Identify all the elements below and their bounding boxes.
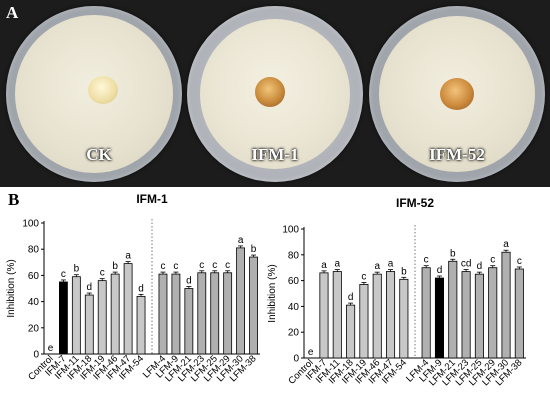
dish-label-ifm-52: IFM-52 [429,145,485,164]
chart1-significance-letter: c [199,260,204,271]
chart1-significance-letter: d [186,276,192,287]
chart2-bar-lfm-30 [501,251,511,359]
chart1-y-tick-label: 0 [33,350,39,361]
chart2-bar-ifm-54 [399,278,409,359]
chart1-bar-lfm-21 [184,288,194,355]
chart2-bar-ifm-47 [386,271,396,359]
chart2-bar-ifm-46 [372,273,382,359]
chart1-significance-letter: c [173,261,178,272]
chart1-bar-ifm-19 [97,280,107,355]
chart2-y-tick-label: 40 [288,302,300,313]
chart1-bar-ifm-46 [110,273,120,355]
chart1-y-tick-label: 40 [28,297,40,308]
dish-label-ifm-1: IFM-1 [251,145,299,164]
chart2-bar-lfm-29 [488,267,498,359]
chart1-bar-lfm-30 [236,247,246,355]
chart2-significance-letter: a [374,261,380,272]
chart2-bar-ifm-19 [359,284,369,359]
chart2-significance-letter: b [401,266,407,277]
chart2-significance-letter: c [490,255,495,266]
fungal-plug-ck [87,76,118,105]
chart2-significance-letter: a [503,239,509,250]
chart2-significance-letter: e [308,347,314,358]
chart1-title: IFM-1 [136,192,168,206]
chart2-bar-ifm-18 [346,304,356,359]
chart2-y-tick-label: 20 [288,328,300,339]
chart1-significance-letter: d [138,283,144,294]
chart1-bar-lfm-38 [249,256,258,355]
chart1-y-tick-label: 100 [22,219,39,230]
chart2-significance-letter: b [450,248,456,259]
chart2-significance-letter: d [477,261,483,272]
chart2-significance-letter: c [424,255,429,266]
panel-b-letter: B [8,190,20,209]
chart1-significance-letter: a [125,251,131,262]
chart2-significance-letter: d [348,292,354,303]
chart1-significance-letter: a [238,235,244,246]
chart1-significance-letter: b [74,264,80,275]
chart1-bar-lfm-4 [158,273,168,355]
fungal-plug-ifm-1 [254,77,285,108]
chart1-y-tick-label: 20 [28,323,40,334]
chart2-significance-letter: cd [461,259,472,270]
chart1-bar-lfm-25 [210,272,220,355]
chart1-bar-lfm-29 [223,272,233,355]
chart1-bar-ifm-11 [71,276,81,355]
chart1-significance-letter: c [212,260,217,271]
chart1-significance-letter: c [100,268,105,279]
chart2-bar-lfm-4 [421,267,431,359]
chart2-bar-ifm-11 [332,271,342,359]
chart2-bar-ifm-7 [319,272,329,359]
chart2-significance-letter: d [437,265,443,276]
chart2-significance-letter: a [321,260,327,271]
chart1-significance-letter: c [61,269,66,280]
panel-a-letter: A [6,3,19,22]
chart2-bar-lfm-23 [461,271,471,359]
chart1-significance-letter: b [112,261,118,272]
chart1-significance-letter: e [48,343,54,354]
chart2-significance-letter: c [361,271,366,282]
chart1-bar-ifm-7 [58,281,68,355]
chart1-y-tick-label: 80 [28,245,40,256]
chart1-significance-letter: c [225,260,230,271]
chart1-bar-lfm-23 [197,272,207,355]
chart2-bar-lfm-25 [474,273,484,359]
chart2-significance-letter: a [335,259,341,270]
chart1-y-tick-label: 60 [28,271,40,282]
petri-dish-ck [6,6,182,182]
chart2-y-tick-label: 100 [282,225,299,236]
chart1-significance-letter: b [251,244,257,255]
dish-label-ck: CK [86,145,112,164]
petri-dish-ifm-1 [187,6,363,182]
chart2-y-tick-label: 80 [288,250,300,261]
chart2-significance-letter: a [388,259,394,270]
chart1-bar-ifm-18 [84,294,94,355]
chart2-bar-lfm-9 [434,277,444,359]
chart2-y-tick-label: 60 [288,276,300,287]
chart2-bar-lfm-38 [514,268,524,359]
chart2-y-tick-label: 0 [293,354,299,365]
chart1-y-axis-label: Inhibition (%) [6,259,17,317]
chart1-bar-lfm-9 [171,273,181,355]
chart1-significance-letter: d [87,282,93,293]
fungal-plug-ifm-52 [440,78,474,110]
chart1-significance-letter: c [160,261,165,272]
chart2-y-axis-label: Inhibition (%) [267,264,278,322]
chart2-significance-letter: c [517,256,522,267]
chart2-bar-lfm-21 [448,260,458,359]
petri-dish-photo-panel: A CK IFM-1 IFM-52 [0,0,550,187]
chart1-bar-ifm-47 [123,263,133,355]
chart2-title: IFM-52 [396,196,434,210]
chart1-bar-ifm-54 [136,295,146,355]
petri-dish-ifm-52 [369,6,545,182]
